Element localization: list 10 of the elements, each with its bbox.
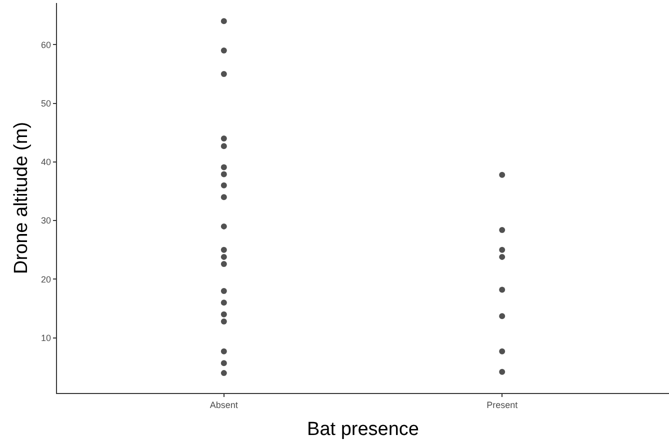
y-tick-label: 30 xyxy=(41,216,52,226)
x-tick-label: Present xyxy=(486,400,518,410)
y-axis-title: Drone altitude (m) xyxy=(10,122,32,274)
x-tick-label: Absent xyxy=(210,400,238,410)
x-axis-title: Bat presence xyxy=(307,418,419,440)
y-tick-label: 20 xyxy=(41,274,52,284)
y-tick-label: 40 xyxy=(41,157,52,168)
y-tick-label: 60 xyxy=(41,40,52,50)
y-tick-label: 10 xyxy=(41,333,52,344)
y-tick-label: 50 xyxy=(41,98,52,108)
